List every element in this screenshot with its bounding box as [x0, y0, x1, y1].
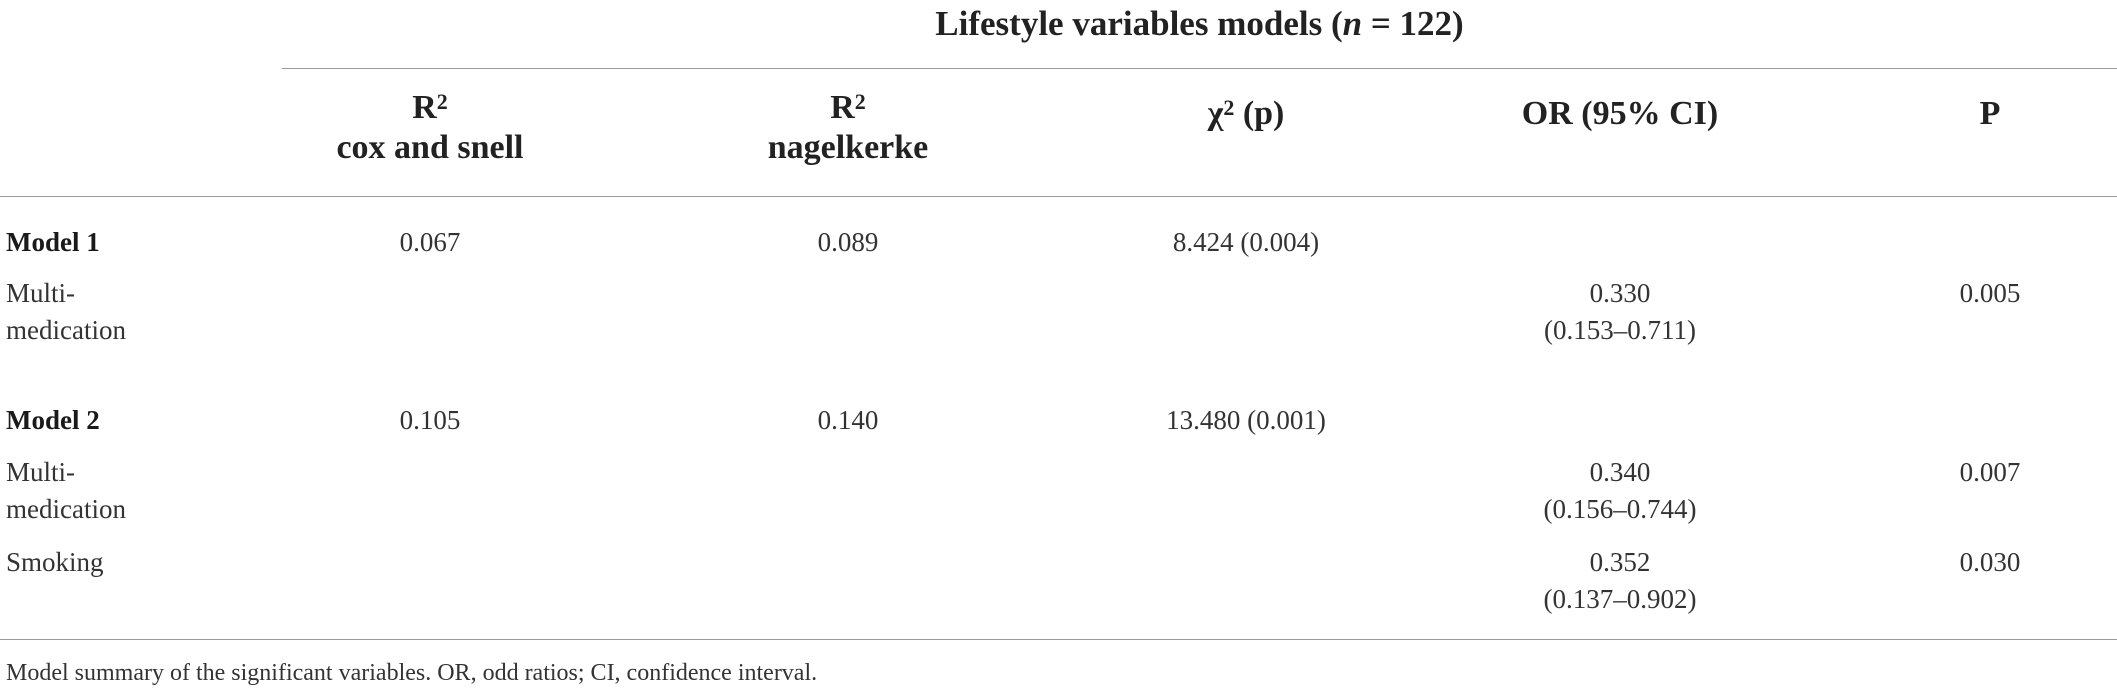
row-label-multimedication-2: Multi- medication [6, 454, 126, 528]
label-line-2: medication [6, 315, 126, 345]
header-r2-cox-snell: R2 cox and snell [300, 88, 560, 168]
table-footnote: Model summary of the significant variabl… [6, 660, 818, 686]
chi-symbol: χ [1207, 95, 1224, 132]
r2cs-sup: 2 [436, 89, 448, 114]
header-chi-square: χ2 (p) [1126, 94, 1366, 134]
row-label-smoking: Smoking [6, 547, 104, 577]
cell-model2-r2nk: 0.140 [817, 405, 879, 435]
title-text: Lifestyle variables models ( [935, 4, 1343, 43]
r2cs-sub: cox and snell [336, 129, 524, 166]
header-rule [0, 196, 2117, 197]
chi-suffix: (p) [1234, 95, 1285, 132]
label-line-2: medication [6, 494, 126, 524]
label-line-1: Multi- [6, 457, 76, 487]
chi-sup: 2 [1223, 95, 1235, 120]
title-n-symbol: n [1342, 4, 1363, 43]
table-title: Lifestyle variables models (n = 122) [282, 0, 2117, 48]
cell-model2-chi: 13.480 (0.001) [1166, 405, 1326, 435]
bottom-rule [0, 639, 2117, 640]
cell-multimed1-or: 0.330 (0.153–0.711) [1500, 275, 1740, 349]
title-n-value: = 122) [1362, 4, 1464, 43]
r2nk-sub: nagelkerke [767, 129, 929, 166]
or-label: OR (95% CI) [1521, 95, 1719, 132]
or-value: 0.330 [1589, 278, 1651, 308]
cell-multimed1-p: 0.005 [1959, 278, 2021, 308]
cell-model1-r2nk: 0.089 [817, 227, 879, 257]
or-ci: (0.137–0.902) [1543, 584, 1697, 614]
label-line-1: Multi- [6, 278, 76, 308]
cell-model2-r2cs: 0.105 [399, 405, 461, 435]
cell-model1-chi: 8.424 (0.004) [1172, 227, 1320, 257]
cell-multimed2-p: 0.007 [1959, 457, 2021, 487]
cell-model1-r2cs: 0.067 [399, 227, 461, 257]
or-ci: (0.156–0.744) [1543, 494, 1697, 524]
cell-smoking-p: 0.030 [1959, 547, 2021, 577]
r2nk-symbol: R [830, 89, 855, 126]
r2cs-symbol: R [412, 89, 437, 126]
or-value: 0.352 [1589, 547, 1651, 577]
row-label-multimedication-1: Multi- medication [6, 275, 126, 349]
cell-multimed2-or: 0.340 (0.156–0.744) [1500, 454, 1740, 528]
or-ci: (0.153–0.711) [1544, 315, 1696, 345]
header-or-ci: OR (95% CI) [1480, 94, 1760, 134]
row-label-model-2: Model 2 [6, 405, 100, 435]
header-p: P [1930, 94, 2050, 134]
header-r2-nagelkerke: R2 nagelkerke [718, 88, 978, 168]
row-label-model-1: Model 1 [6, 227, 100, 257]
p-label: P [1979, 95, 2001, 132]
title-rule [282, 68, 2117, 69]
r2nk-sup: 2 [854, 89, 866, 114]
cell-smoking-or: 0.352 (0.137–0.902) [1500, 544, 1740, 618]
or-value: 0.340 [1589, 457, 1651, 487]
